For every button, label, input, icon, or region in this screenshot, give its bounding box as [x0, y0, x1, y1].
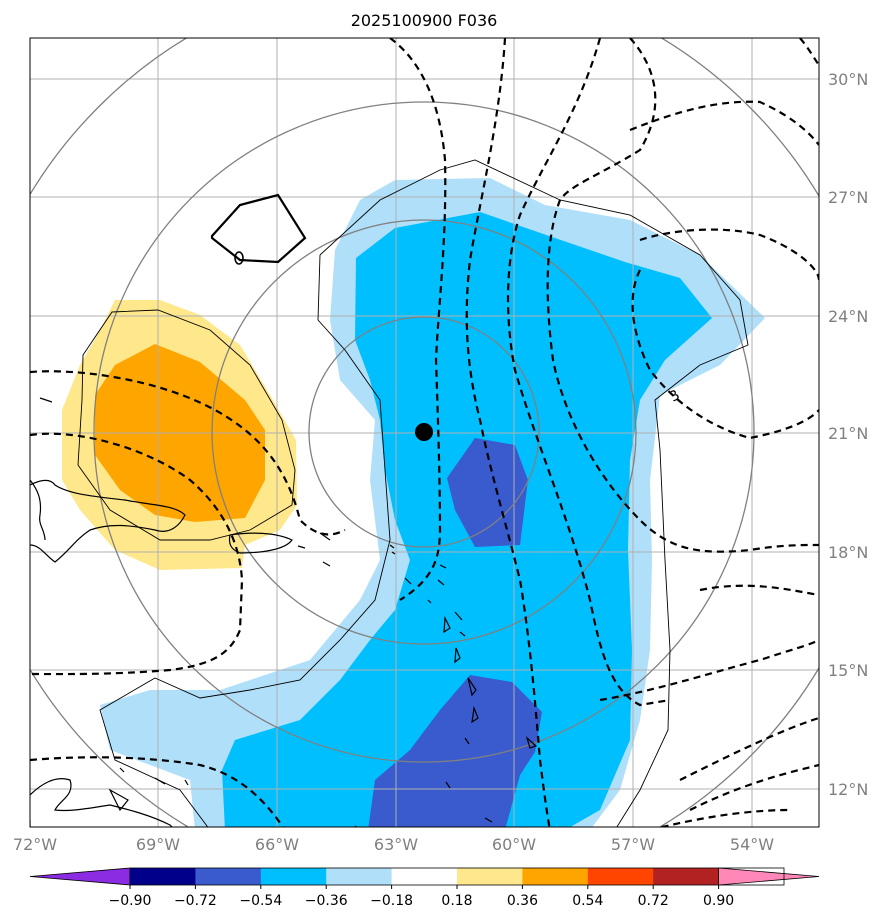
lat-tick: 18°N — [828, 543, 868, 562]
lat-tick: 21°N — [828, 424, 868, 443]
colorbar: −0.90 −0.72 −0.54 −0.36 −0.18 0.18 0.36 0.54 0.7… — [30, 868, 819, 909]
colorbar-tick-label: 0.18 — [441, 893, 472, 909]
latitude-tick-labels: 30°N 27°N 24°N 21°N 18°N 15°N 12°N — [828, 70, 868, 799]
bold-closed-contour — [212, 195, 305, 262]
lat-tick: 27°N — [828, 188, 868, 207]
lon-tick: 69°W — [136, 835, 180, 854]
shaded-anomaly-fields — [62, 178, 765, 830]
colorbar-extend-high — [719, 868, 819, 885]
longitude-tick-labels: 72°W 69°W 66°W 63°W 60°W 57°W 54°W — [13, 835, 774, 854]
lon-tick: 72°W — [13, 835, 57, 854]
lat-tick: 12°N — [828, 780, 868, 799]
lon-tick: 60°W — [492, 835, 536, 854]
lat-tick: 30°N — [828, 70, 868, 89]
storm-center-dot — [415, 423, 433, 441]
colorbar-tick-label: −0.72 — [174, 893, 217, 909]
colorbar-extend-low — [30, 868, 130, 885]
lon-tick: 63°W — [374, 835, 418, 854]
colorbar-swatch — [326, 868, 392, 885]
lat-tick: 24°N — [828, 307, 868, 326]
colorbar-tick-label: −0.18 — [370, 893, 413, 909]
map-plot-area: 3 — [0, 0, 884, 892]
colorbar-swatch — [522, 868, 588, 885]
colorbar-tick-label: −0.36 — [305, 893, 348, 909]
colorbar-swatch — [392, 868, 458, 885]
lon-tick: 57°W — [611, 835, 655, 854]
colorbar-tick-label: −0.90 — [109, 893, 152, 909]
map-title: 2025100900 F036 — [351, 11, 498, 30]
colorbar-swatch — [261, 868, 327, 885]
lon-tick: 66°W — [255, 835, 299, 854]
colorbar-tick-label: 0.72 — [638, 893, 669, 909]
colorbar-swatch — [457, 868, 523, 885]
colorbar-tick-label: 0.54 — [572, 893, 603, 909]
lon-tick: 54°W — [730, 835, 774, 854]
colorbar-tick-label: 0.36 — [507, 893, 538, 909]
colorbar-swatch — [588, 868, 654, 885]
colorbar-swatch — [653, 868, 719, 885]
lat-tick: 15°N — [828, 661, 868, 680]
colorbar-swatch — [195, 868, 261, 885]
cuba-coast — [30, 480, 45, 540]
colorbar-swatch — [130, 868, 196, 885]
forecast-map-figure: 2025100900 F036 — [0, 0, 890, 924]
colorbar-tick-label: 0.90 — [703, 893, 734, 909]
colorbar-tick-label: −0.54 — [239, 893, 282, 909]
